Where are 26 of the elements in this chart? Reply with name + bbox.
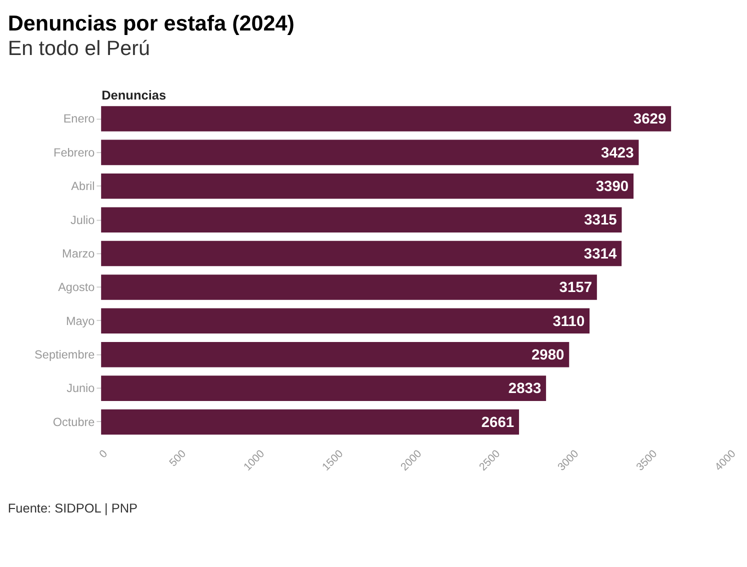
data-label: 3110 bbox=[552, 314, 585, 330]
y-tick-label: Abril bbox=[71, 180, 95, 194]
data-label: 3315 bbox=[584, 212, 617, 229]
data-label: 3314 bbox=[584, 246, 618, 262]
data-label: 3157 bbox=[559, 280, 592, 296]
data-label: 3390 bbox=[596, 179, 629, 196]
chart-title: Denuncias por estafa (2024) bbox=[8, 10, 294, 36]
source-note: Fuente: SIDPOL | PNP bbox=[8, 500, 138, 516]
y-tick-label: Julio bbox=[70, 214, 96, 227]
chart-subtitle: En todo el Perú bbox=[8, 36, 150, 60]
y-tick-label: Marzo bbox=[62, 247, 96, 260]
data-label: 3629 bbox=[633, 112, 666, 128]
data-label: 2661 bbox=[481, 414, 514, 431]
y-tick-label: Septiembre bbox=[34, 348, 96, 362]
y-tick-label: Febrero bbox=[54, 146, 96, 160]
x-tick-label: 500 bbox=[167, 448, 188, 470]
y-tick-label: Enero bbox=[63, 112, 96, 126]
data-label: 2833 bbox=[508, 381, 542, 398]
data-label: 3423 bbox=[601, 145, 634, 162]
y-tick-label: Octubre bbox=[52, 416, 96, 429]
y-tick-label: Junio bbox=[66, 382, 96, 396]
y-tick-label: Agosto bbox=[58, 281, 96, 294]
x-tick-label: 0 bbox=[97, 448, 110, 461]
y-tick-label: Mayo bbox=[66, 314, 96, 328]
data-label: 2980 bbox=[531, 348, 564, 364]
x-axis-title: Denuncias bbox=[102, 88, 166, 103]
